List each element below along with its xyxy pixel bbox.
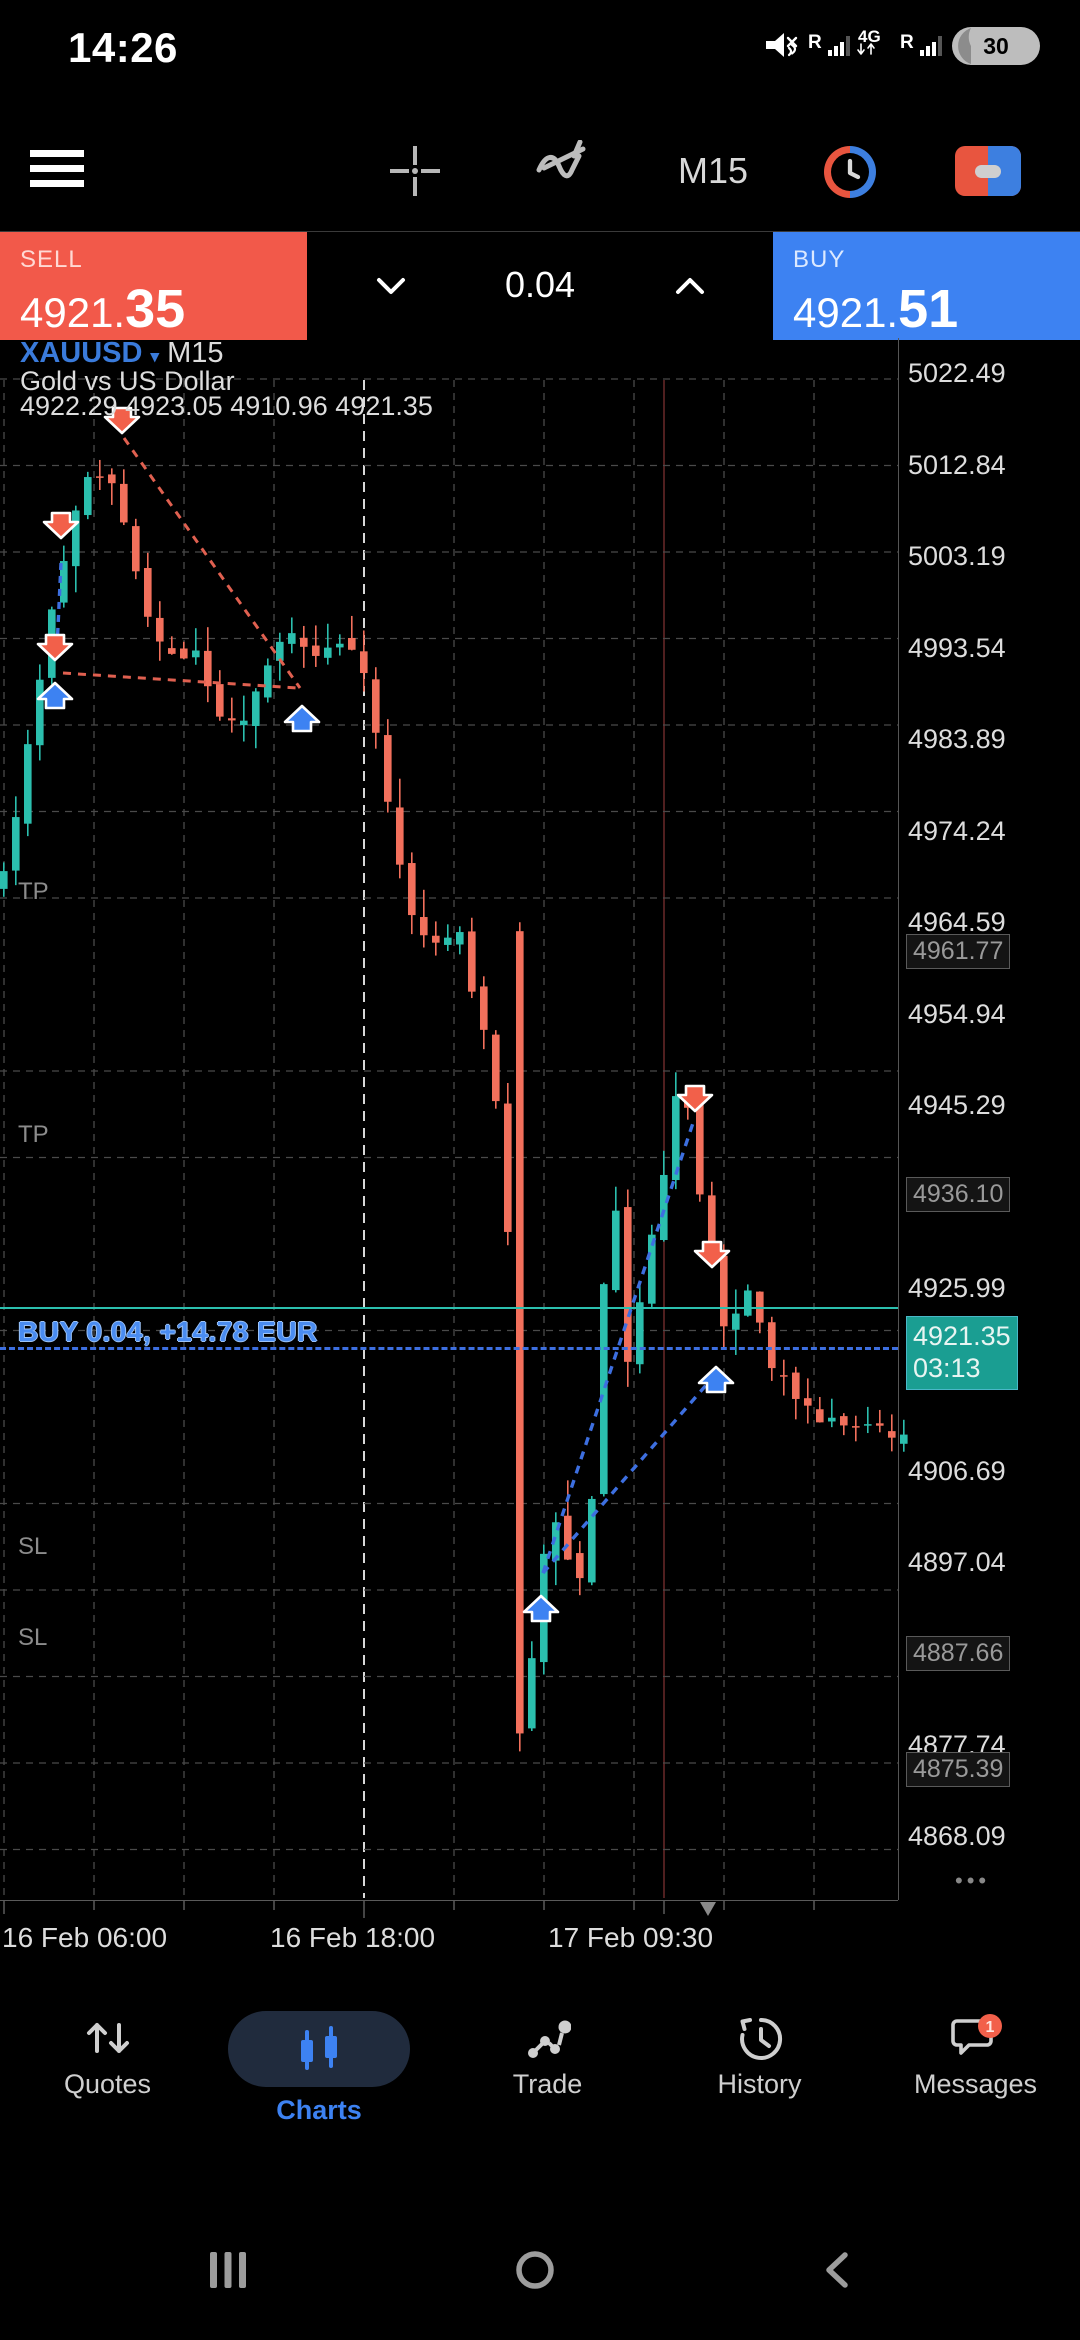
svg-text:30: 30: [983, 33, 1009, 59]
svg-text:1: 1: [985, 2019, 994, 2036]
svg-text:R: R: [808, 32, 822, 53]
svg-text:R: R: [900, 32, 914, 53]
svg-text:4G: 4G: [858, 27, 881, 46]
